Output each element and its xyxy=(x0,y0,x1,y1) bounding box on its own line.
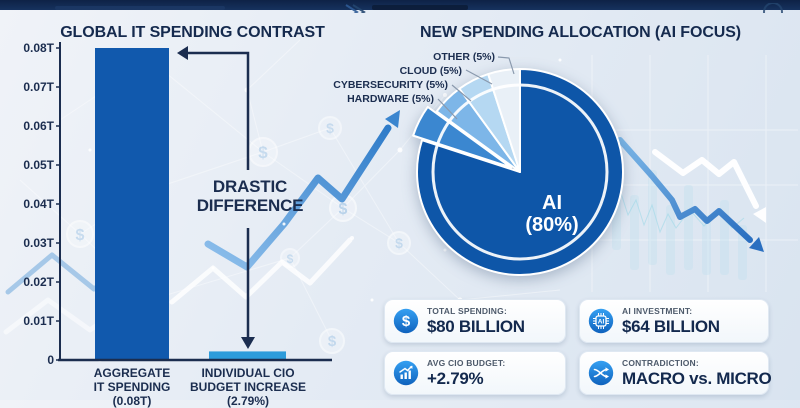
pie-slice-cybersecurity xyxy=(435,87,521,173)
sparkline xyxy=(611,188,745,234)
arrowhead-left-icon xyxy=(177,46,188,60)
pie-slice-cloud xyxy=(458,73,521,173)
ai-chip-icon: AI xyxy=(588,308,614,334)
stat-card-total-spending: $ TOTAL SPENDING: $80 BILLION xyxy=(384,299,566,343)
stat-card-avg-cio-budget: AVG CIO BUDGET: +2.79% xyxy=(384,351,566,395)
bar-chart-title: GLOBAL IT SPENDING CONTRAST xyxy=(60,24,325,41)
zigzag-white-left xyxy=(3,297,133,335)
down-trend-arrow-blue xyxy=(617,137,764,252)
stat-label: AVG CIO BUDGET: xyxy=(427,357,506,368)
pie-callout-other: OTHER (5%) xyxy=(433,51,495,63)
svg-text:$: $ xyxy=(258,143,268,162)
svg-text:AI: AI xyxy=(598,319,605,326)
svg-text:$: $ xyxy=(395,235,403,251)
y-axis-tick: 0.02T xyxy=(23,275,54,289)
top-banner-strip xyxy=(0,0,800,22)
y-axis-tick: 0.06T xyxy=(23,119,54,133)
bar-category-label: INDIVIDUAL CIO BUDGET INCREASE (2.79%) xyxy=(189,366,306,408)
down-trend-arrow-white xyxy=(652,149,766,223)
right-grid xyxy=(555,55,798,292)
stat-value: $64 BILLION xyxy=(622,316,720,336)
pie-callout-cybersecurity: CYBERSECURITY (5%) xyxy=(333,79,448,91)
y-axis-tick: 0.03T xyxy=(23,236,54,250)
dollar-icon: $ xyxy=(393,308,419,334)
pie-callout-hardware: HARDWARE (5%) xyxy=(347,93,434,105)
stat-label: TOTAL SPENDING: xyxy=(427,305,507,316)
bar-0 xyxy=(95,48,169,360)
bar-1 xyxy=(209,351,286,360)
svg-text:$: $ xyxy=(326,120,334,136)
shuffle-icon xyxy=(588,360,614,386)
stat-label: AI INVESTMENT: xyxy=(622,305,693,316)
pie-slices xyxy=(412,68,624,276)
drastic-difference-annotation: DRASTIC DIFFERENCE xyxy=(196,177,304,215)
y-axis-tick: 0.08T xyxy=(23,41,54,55)
dollar-circle-icons: $ $ $ $ $ $ $ xyxy=(66,116,411,354)
stat-card-contradiction: CONTRADICTION: MACRO vs. MICRO xyxy=(579,351,772,395)
svg-text:$: $ xyxy=(328,333,337,350)
stat-value: +2.79% xyxy=(427,368,484,388)
candlestick-bars xyxy=(612,170,747,280)
pie-slice-other xyxy=(487,68,521,173)
svg-text:$: $ xyxy=(287,252,294,266)
stat-card-ai-investment: AI AI INVESTMENT: $64 BILLION xyxy=(579,299,769,343)
svg-text:$: $ xyxy=(76,227,85,244)
svg-text:$: $ xyxy=(339,201,348,218)
y-axis-tick: 0.05T xyxy=(23,158,54,172)
y-axis-tick: 0.07T xyxy=(23,80,54,94)
pie-slice-ai xyxy=(416,68,624,276)
growth-chart-icon xyxy=(393,360,419,386)
pie-slice-hardware xyxy=(412,105,513,169)
stat-label: CONTRADICTION: xyxy=(622,357,699,368)
top-banner-decor xyxy=(55,2,783,22)
pie-chart-title: NEW SPENDING ALLOCATION (AI FOCUS) xyxy=(420,24,742,41)
y-axis-tick: 0.01T xyxy=(23,314,54,328)
pie-center-label: AI (80%) xyxy=(525,192,579,236)
zigzag-blue-left xyxy=(5,252,136,295)
y-axis-tick: 0.04T xyxy=(23,197,54,211)
stat-value: $80 BILLION xyxy=(427,316,525,336)
arrowhead-down-icon xyxy=(241,337,255,349)
svg-text:$: $ xyxy=(402,313,411,330)
stat-value: MACRO vs. MICRO xyxy=(622,368,772,388)
y-axis-tick: 0 xyxy=(47,353,54,367)
pie-callout-cloud: CLOUD (5%) xyxy=(399,65,462,77)
bar-category-label: AGGREGATE IT SPENDING (0.08T) xyxy=(93,366,171,408)
zigzag-white-mid xyxy=(169,237,353,305)
